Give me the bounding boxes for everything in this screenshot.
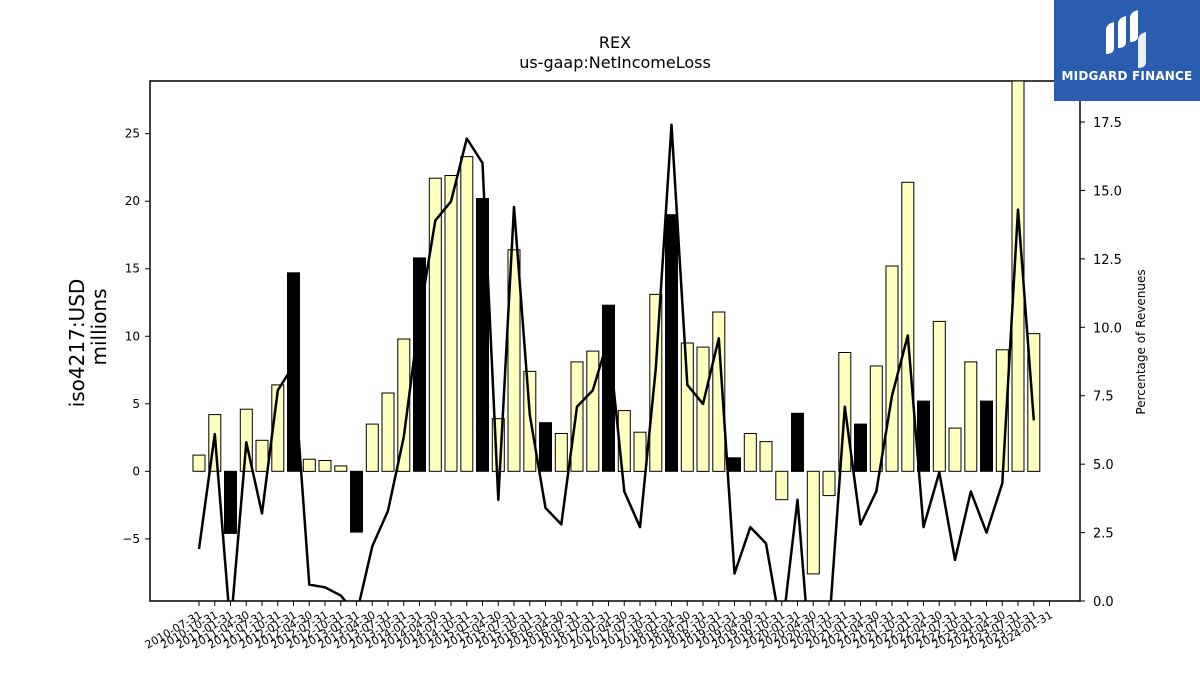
y-axis-label-line1: iso4217:USD [65, 279, 89, 408]
bar [775, 470, 789, 501]
bar [759, 441, 773, 472]
bar [633, 431, 647, 472]
bar [948, 427, 962, 472]
midgard-logo-icon [1106, 10, 1146, 68]
bar [869, 365, 883, 472]
bar [743, 433, 757, 472]
y-tick-label: 5 [132, 397, 140, 411]
bar [334, 465, 348, 472]
bar [806, 470, 820, 575]
y-tick-label: 20 [125, 194, 140, 208]
bar [192, 454, 206, 472]
bar [539, 422, 552, 472]
bar [854, 423, 867, 472]
y2-tick-label: 10.0 [1093, 321, 1122, 336]
logo-text: MIDGARD FINANCE [1061, 69, 1193, 83]
bar [728, 457, 741, 472]
bar [586, 350, 600, 472]
bar [980, 400, 993, 472]
line-group [197, 123, 1036, 601]
y2-tick-label: 17.5 [1093, 116, 1122, 131]
bar [964, 361, 978, 472]
bar [444, 175, 458, 472]
y-tick-label: 15 [125, 262, 140, 276]
bar [224, 470, 237, 534]
right-axis: 0.0 2.5 5.0 7.5 10.0 12.5 15.0 17.5 [1080, 116, 1122, 610]
bar [791, 412, 804, 472]
y2-tick-label: 12.5 [1093, 253, 1122, 268]
percentage-line [197, 123, 1036, 601]
plot-area-frame [149, 80, 1081, 602]
y2-tick-label: 0.0 [1093, 595, 1114, 610]
y-axis-label-line2: millions [87, 288, 111, 365]
bar [255, 439, 269, 472]
y-tick-label: 0 [132, 464, 140, 478]
y2-tick-label: 5.0 [1093, 458, 1114, 473]
y-tick-label: −5 [122, 532, 140, 546]
bar [554, 433, 568, 472]
bar [932, 320, 946, 472]
bar [507, 249, 521, 472]
bar [822, 470, 836, 497]
bar [680, 342, 694, 472]
x-axis: 2010-07-312010-10-312011-01-312011-04-30… [143, 601, 1055, 652]
y2-axis-label: Percentage of Revenues [1134, 269, 1148, 414]
bar [885, 265, 899, 472]
bar [397, 338, 411, 472]
bar-group [192, 80, 1041, 575]
chart-title: REX [599, 33, 631, 52]
y-tick-label: 25 [125, 127, 140, 141]
bar [570, 361, 584, 472]
y2-tick-label: 7.5 [1093, 390, 1114, 405]
y-tick-label: 10 [125, 329, 140, 343]
chart-subtitle: us-gaap:NetIncomeLoss [519, 53, 711, 72]
left-axis: −5 0 5 10 15 20 25 [122, 127, 150, 546]
y2-tick-label: 2.5 [1093, 527, 1114, 542]
bar [302, 458, 316, 472]
bar [381, 392, 395, 472]
bar [318, 460, 332, 472]
bar [350, 470, 363, 533]
bar [428, 177, 442, 472]
bar [696, 346, 710, 472]
bar [901, 181, 915, 472]
bar [917, 400, 930, 472]
bar [476, 198, 489, 472]
bar [365, 423, 379, 472]
bar [460, 156, 474, 472]
midgard-finance-logo: MIDGARD FINANCE [1054, 0, 1200, 101]
y2-tick-label: 15.0 [1093, 184, 1122, 199]
bar [665, 214, 678, 472]
